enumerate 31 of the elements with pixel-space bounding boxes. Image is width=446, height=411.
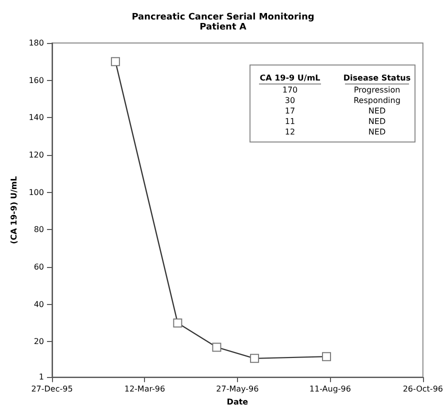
chart-title: Pancreatic Cancer Serial Monitoring [132,12,314,22]
annotation: CA 19-9 U/mL [260,74,320,82]
x-tick-label: 27-May-96 [216,384,259,394]
annotation: Disease Status [343,74,411,82]
y-tick-label: 100 [28,188,44,197]
annotation: NED [368,106,386,116]
x-tick-label: 12-Mar-96 [124,384,166,394]
y-tick-label: 180 [28,38,44,48]
annotation: Progression [354,86,400,94]
annotation: 170 [282,86,298,94]
annotation: NED [368,128,386,136]
x-tick-label: 26-Oct-96 [402,384,443,394]
chart-subtitle: Patient A [200,22,246,32]
y-tick-label: 1 [38,372,44,382]
y-tick-label: 120 [28,150,44,160]
annotation: NED [368,117,386,126]
y-tick-label: 140 [28,113,44,122]
y-tick-label: 20 [34,337,44,346]
x-tick-label: 11-Aug-96 [309,384,351,394]
x-axis-title: Date [226,398,249,406]
annotation: 11 [284,117,296,126]
y-tick-label: 60 [34,262,44,272]
y-axis-title: (CA 19-9) U/mL [9,176,18,244]
y-tick-label: 160 [28,76,44,85]
annotation: 12 [284,128,296,136]
y-tick-label: 40 [34,300,44,309]
annotation: 17 [284,106,296,116]
x-tick-label: 27-Dec-95 [31,384,73,394]
annotation: 30 [284,96,296,105]
y-tick-label: 80 [34,225,44,234]
annotation: Responding [354,96,400,105]
